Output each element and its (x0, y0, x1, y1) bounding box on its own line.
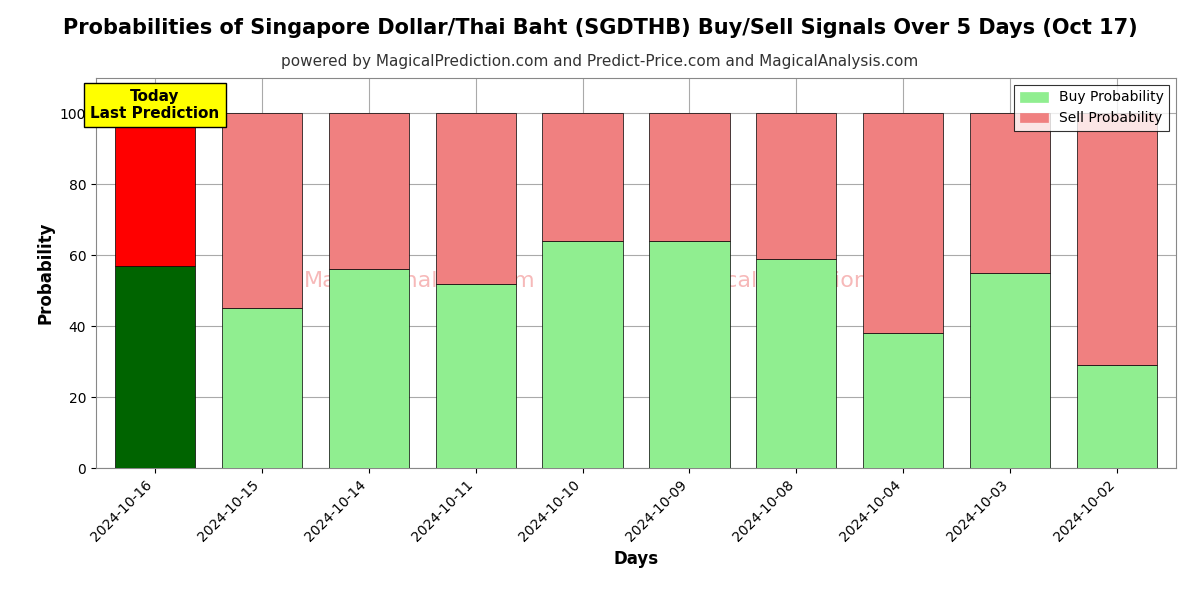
Bar (329, 113, 409, 269)
Bar (863, 113, 943, 333)
Bar (222, 113, 302, 308)
Bar (115, 266, 194, 468)
Bar (115, 113, 194, 266)
Bar (436, 113, 516, 284)
Bar (1078, 365, 1157, 468)
Text: Today
Last Prediction: Today Last Prediction (90, 89, 220, 121)
Text: MagicalAnalysis.com: MagicalAnalysis.com (304, 271, 536, 291)
Bar (756, 113, 836, 259)
Legend: Buy Probability, Sell Probability: Buy Probability, Sell Probability (1014, 85, 1169, 131)
Bar (970, 113, 1050, 273)
Bar (970, 273, 1050, 468)
Bar (222, 308, 302, 468)
Bar (1078, 113, 1157, 365)
Bar (329, 269, 409, 468)
Text: Probabilities of Singapore Dollar/Thai Baht (SGDTHB) Buy/Sell Signals Over 5 Day: Probabilities of Singapore Dollar/Thai B… (62, 18, 1138, 38)
Bar (649, 241, 730, 468)
Bar (542, 241, 623, 468)
Text: powered by MagicalPrediction.com and Predict-Price.com and MagicalAnalysis.com: powered by MagicalPrediction.com and Pre… (281, 54, 919, 69)
Bar (863, 333, 943, 468)
Bar (649, 113, 730, 241)
X-axis label: Days: Days (613, 550, 659, 568)
Y-axis label: Probability: Probability (36, 222, 54, 324)
Bar (542, 113, 623, 241)
Bar (436, 284, 516, 468)
Bar (756, 259, 836, 468)
Text: MagicalPrediction.com: MagicalPrediction.com (673, 271, 923, 291)
